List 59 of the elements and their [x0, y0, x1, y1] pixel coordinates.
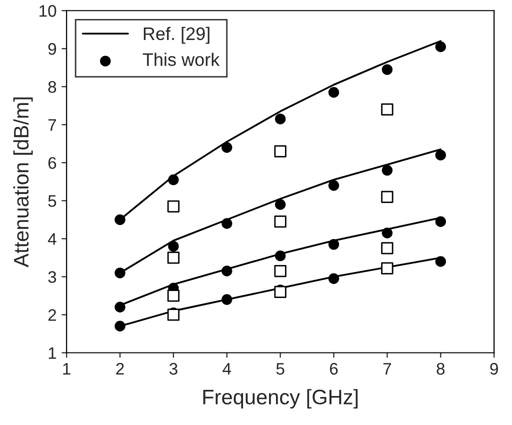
point: [435, 41, 446, 52]
y-axis-title: Attenuation [dB/m]: [13, 97, 33, 268]
legend-label: This work: [142, 52, 220, 66]
point: [382, 164, 393, 176]
y-tick-label: 5: [48, 195, 56, 207]
point: [381, 103, 394, 116]
point: [167, 290, 180, 302]
point: [274, 286, 286, 298]
point: [274, 114, 286, 124]
point: [222, 218, 232, 229]
x-tick-label: 4: [222, 363, 232, 375]
point: [167, 308, 180, 321]
x-tick-label: 8: [436, 362, 445, 375]
point: [381, 242, 394, 254]
point: [222, 142, 232, 153]
legend-label: Ref. [29]: [144, 26, 210, 44]
point: [328, 273, 340, 284]
point: [328, 87, 340, 98]
x-tick-label: 5: [276, 363, 284, 375]
point: [328, 239, 340, 250]
point: [114, 320, 126, 332]
x-tick-label: 2: [116, 362, 124, 375]
point: [274, 264, 286, 278]
point: [274, 216, 286, 228]
point: [274, 250, 286, 262]
y-tick-label: 3: [48, 271, 56, 283]
y-tick-label: 9: [48, 43, 56, 55]
y-tick-label: 8: [48, 81, 56, 93]
point: [167, 252, 180, 264]
x-tick-label: 3: [169, 362, 178, 375]
point: [168, 240, 179, 252]
point: [274, 199, 286, 210]
y-tick-label: 10: [40, 5, 56, 17]
y-tick-label: 2: [48, 309, 56, 321]
point: [222, 266, 232, 276]
x-tick-label: 7: [383, 363, 391, 375]
x-axis-title: Frequency [GHz]: [203, 389, 358, 409]
point: [381, 262, 394, 274]
x-tick-label: 1: [63, 363, 70, 375]
point: [167, 200, 180, 212]
point: [435, 256, 446, 267]
x-tick-label: 9: [490, 362, 498, 375]
y-tick-label: 4: [48, 233, 56, 245]
point: [435, 216, 446, 227]
point: [114, 268, 126, 278]
point: [382, 64, 393, 75]
point: [114, 214, 126, 226]
x-tick-label: 6: [330, 362, 338, 375]
point: [328, 180, 340, 191]
point: [435, 150, 446, 160]
point: [114, 302, 126, 312]
point: [168, 174, 179, 186]
y-tick-label: 6: [48, 157, 56, 169]
point: [381, 190, 394, 203]
y-tick-label: 1: [48, 347, 56, 359]
point: [222, 294, 232, 305]
y-tick-label: 7: [48, 119, 56, 131]
point: [274, 145, 286, 158]
point: [382, 228, 393, 238]
